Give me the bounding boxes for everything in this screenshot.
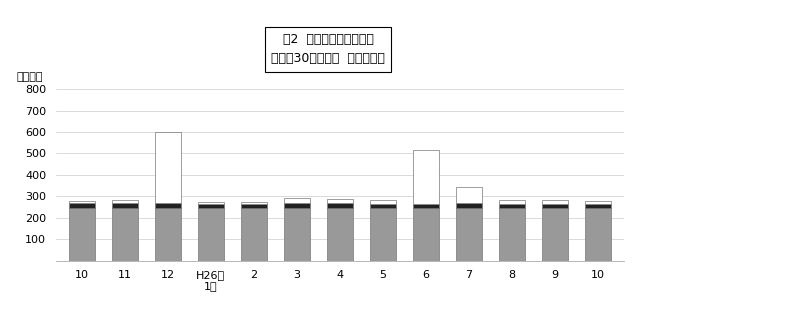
Bar bbox=[155, 208, 181, 261]
Bar bbox=[241, 204, 267, 208]
Bar bbox=[155, 132, 181, 203]
Bar bbox=[69, 203, 94, 208]
Bar bbox=[284, 198, 310, 203]
Bar bbox=[112, 200, 138, 203]
Bar bbox=[499, 204, 525, 208]
Bar bbox=[586, 201, 611, 204]
Bar bbox=[586, 204, 611, 208]
Bar bbox=[413, 204, 439, 208]
Bar bbox=[112, 203, 138, 208]
Bar bbox=[327, 199, 353, 203]
Bar bbox=[69, 208, 94, 261]
Bar bbox=[499, 200, 525, 204]
Bar bbox=[370, 200, 396, 204]
Bar bbox=[327, 208, 353, 261]
Bar bbox=[456, 187, 482, 203]
Bar bbox=[499, 208, 525, 261]
Bar bbox=[69, 201, 94, 203]
Bar bbox=[542, 208, 568, 261]
Bar bbox=[198, 208, 224, 261]
Bar bbox=[370, 208, 396, 261]
Bar bbox=[112, 208, 138, 261]
Bar bbox=[241, 208, 267, 261]
Bar bbox=[327, 203, 353, 208]
Bar bbox=[413, 208, 439, 261]
Bar bbox=[456, 203, 482, 208]
Text: 図2  現金給与総額の推移
－規模30人以上－  調査産業計: 図2 現金給与総額の推移 －規模30人以上－ 調査産業計 bbox=[271, 33, 385, 65]
Bar bbox=[241, 202, 267, 204]
Bar bbox=[542, 200, 568, 204]
Text: （千円）: （千円） bbox=[16, 72, 42, 82]
Bar bbox=[586, 208, 611, 261]
Bar bbox=[413, 150, 439, 204]
Bar bbox=[456, 208, 482, 261]
Bar bbox=[198, 204, 224, 208]
Bar bbox=[284, 208, 310, 261]
Bar bbox=[155, 203, 181, 208]
Bar bbox=[198, 202, 224, 204]
Bar bbox=[542, 204, 568, 208]
Bar bbox=[284, 203, 310, 208]
Bar bbox=[370, 204, 396, 208]
